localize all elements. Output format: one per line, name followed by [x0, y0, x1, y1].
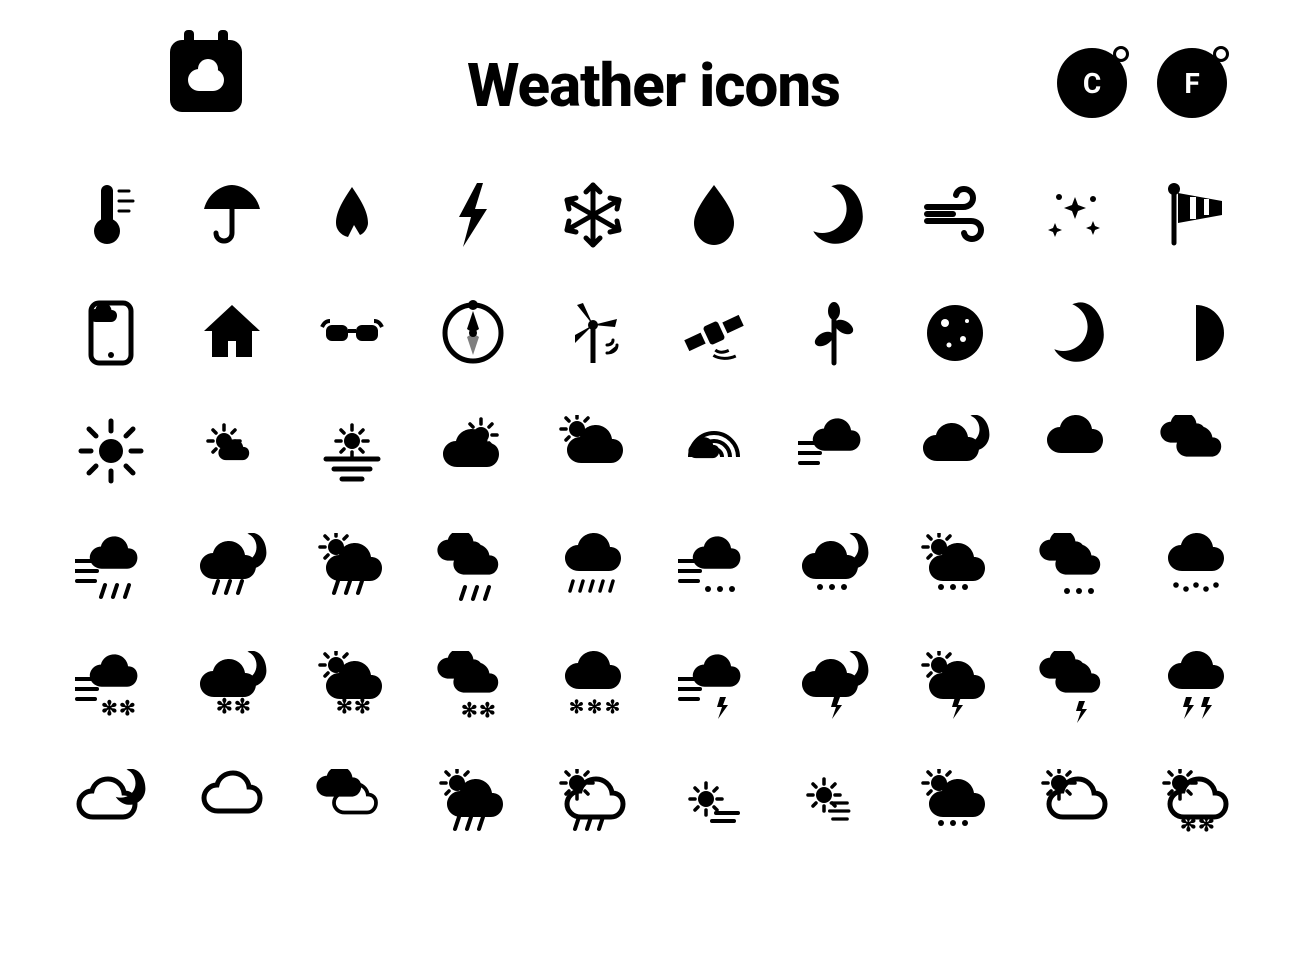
cloud-moon-drizzle-icon: [783, 519, 886, 619]
cloud-sun-snow-light-icon: [904, 755, 1007, 855]
phone-weather-icon: [60, 283, 163, 383]
cloud-sun-icon: [542, 401, 645, 501]
sunset-icon: [301, 401, 404, 501]
clouds-drizzle-icon: [1024, 519, 1127, 619]
cloud-sun-snow-icon: [301, 637, 404, 737]
cloud-sun-snow-outline-icon: [1145, 755, 1248, 855]
moon-half-icon: [1145, 283, 1248, 383]
page-title: Weather icons: [467, 50, 840, 121]
wind-cloud-snow-icon: [60, 637, 163, 737]
stars-sparkle-icon: [1024, 165, 1127, 265]
house-icon: [181, 283, 284, 383]
sun-haze-icon: [663, 755, 766, 855]
cloud-icon: [1024, 401, 1127, 501]
cloud-sun-drizzle-icon: [904, 519, 1007, 619]
wind-cloud-storm-icon: [663, 637, 766, 737]
plant-sprout-icon: [783, 283, 886, 383]
cloud-snow-heavy-icon: [542, 637, 645, 737]
cloud-sun-rain-light-icon: [542, 755, 645, 855]
unit-badges: C F: [1057, 48, 1227, 118]
cloud-drizzle-icon: [1145, 519, 1248, 619]
cloud-outline-icon: [181, 755, 284, 855]
wind-turbine-icon: [542, 283, 645, 383]
clouds-overlap-icon: [301, 755, 404, 855]
cloud-moon-storm-icon: [783, 637, 886, 737]
moon-full-icon: [904, 283, 1007, 383]
cloud-rain-heavy-icon: [542, 519, 645, 619]
snowflake-icon: [542, 165, 645, 265]
sun-small-cloud-icon: [181, 401, 284, 501]
clouds-snow-icon: [422, 637, 525, 737]
wind-icon: [904, 165, 1007, 265]
header: Weather icons C F: [50, 30, 1257, 140]
icon-grid: [50, 165, 1257, 855]
moon-crescent-star-icon: [783, 165, 886, 265]
hail-icon: [301, 165, 404, 265]
cloud-sun-bright-icon: [422, 401, 525, 501]
cloud-moon-rain-icon: [181, 519, 284, 619]
umbrella-icon: [181, 165, 284, 265]
cloud-sun-storm-icon: [904, 637, 1007, 737]
water-drop-icon: [663, 165, 766, 265]
moon-crescent-icon: [1024, 283, 1127, 383]
cloud-moon-icon: [904, 401, 1007, 501]
clouds-icon: [1145, 401, 1248, 501]
wind-cloud-icon: [783, 401, 886, 501]
cloud-sun-rain-icon: [301, 519, 404, 619]
cloud-sun-rain-mixed-icon: [422, 755, 525, 855]
sun-wind-icon: [783, 755, 886, 855]
cloud-moon-snow-icon: [181, 637, 284, 737]
sun-icon: [60, 401, 163, 501]
clouds-storm-icon: [1024, 637, 1127, 737]
calendar-cloud-icon: [170, 40, 242, 112]
clouds-rain-icon: [422, 519, 525, 619]
celsius-badge: C: [1057, 48, 1127, 118]
thermometer-icon: [60, 165, 163, 265]
windsock-icon: [1145, 165, 1248, 265]
wind-cloud-rain-icon: [60, 519, 163, 619]
cloud-storm-heavy-icon: [1145, 637, 1248, 737]
cloud-moon-outline-icon: [60, 755, 163, 855]
rainbow-cloud-icon: [663, 401, 766, 501]
satellite-icon: [663, 283, 766, 383]
compass-icon: [422, 283, 525, 383]
cloud-sun-outline-icon: [1024, 755, 1127, 855]
sunglasses-icon: [301, 283, 404, 383]
lightning-bolt-icon: [422, 165, 525, 265]
wind-cloud-drizzle-icon: [663, 519, 766, 619]
fahrenheit-badge: F: [1157, 48, 1227, 118]
